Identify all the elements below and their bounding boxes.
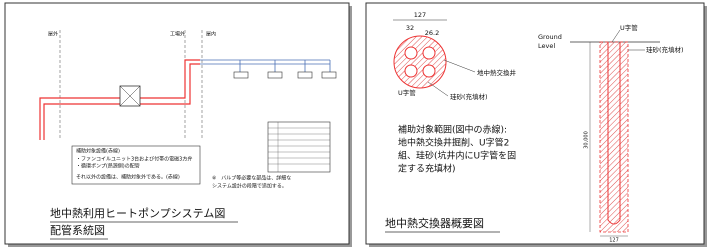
blue-pipes [200,59,331,72]
legend-table [267,121,331,173]
box-item: ・ファンコイルユニット3台および付帯の電磁3方弁 [76,156,192,163]
dimension: 26.2 [425,29,439,37]
label: 地中熱交換井 [477,68,517,77]
ground-level: Level [538,42,555,50]
zone-label: 屋内 [206,31,216,38]
legend-grid [268,122,330,172]
red-pipes [39,59,200,140]
ground-level: Ground [538,33,562,41]
box-item: ・循環ポンプ(熱源側)の配管 [76,163,140,170]
scope-text: 地中熱交換井掘削、U字管2 [398,137,509,149]
note: ※ バルブ等必要な部品は、詳細な [212,175,291,182]
note: システム設計の段階で追加する。 [212,183,287,190]
right-title: 地中熱交換器概要図 [385,216,484,230]
borehole-section [393,35,447,89]
fan-coils [233,71,337,79]
dimension: 32 [406,24,414,32]
scope-box [71,145,201,185]
scope-text: 組、珪砂(坑井内にU字管を固 [398,150,516,162]
borehole [599,41,629,233]
zone-label: 屋外 [48,31,58,38]
box-footer: それ以外の設備は、補助対象外である。(赤線) [76,174,180,181]
dimension: 30,000 [584,131,590,149]
dimension: 127 [609,238,619,244]
label: U字管 [620,23,638,32]
left-title: 地中熱利用ヒートポンプシステム図 [50,207,225,220]
box-heading: 補助対象設備(赤線) [76,148,120,155]
pipes-section [404,46,436,78]
label: 珪砂(充填材) [646,45,684,54]
label: U字管 [398,88,416,97]
scope-text: 定する充填材) [398,163,456,175]
dimension: 127 [414,11,426,19]
u-tube [607,42,621,225]
zone-label: 工場外 [170,31,185,38]
label: 珪砂(充填材) [450,92,488,101]
scope-text: 補助対象範囲(図中の赤線): [398,124,507,136]
left-title: 配管系統図 [50,223,105,237]
